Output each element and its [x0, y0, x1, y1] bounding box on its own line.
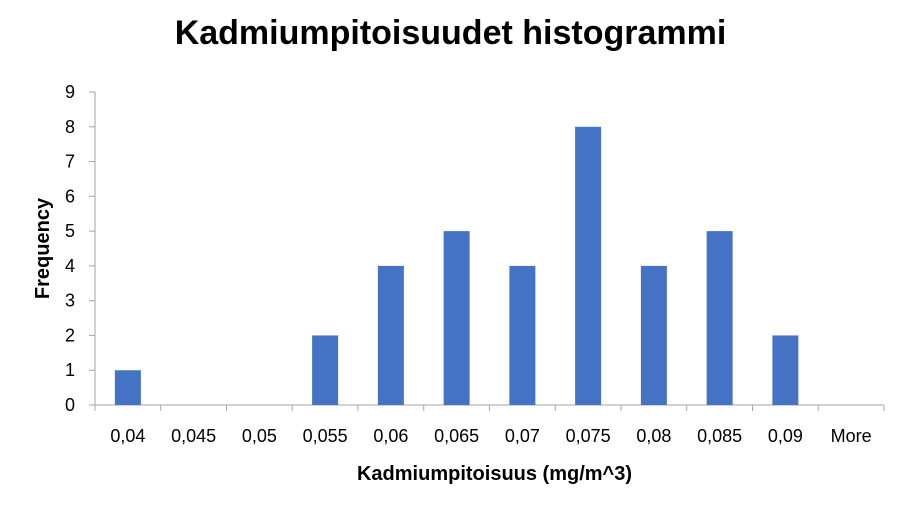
- y-tick-label: 4: [65, 256, 75, 276]
- x-tick-label: 0,085: [697, 426, 742, 446]
- bar: [312, 335, 339, 405]
- y-tick-label: 7: [65, 152, 75, 172]
- bar: [114, 370, 141, 405]
- bar: [772, 335, 799, 405]
- bars: [114, 126, 799, 406]
- x-tick-label: 0,045: [171, 426, 216, 446]
- bar: [575, 126, 602, 406]
- y-tick-label: 5: [65, 221, 75, 241]
- y-axis-title: Frequency: [32, 197, 54, 299]
- x-tick-label: 0,09: [768, 426, 803, 446]
- y-tick-label: 1: [65, 360, 75, 380]
- x-tick-label: 0,08: [636, 426, 671, 446]
- x-tick-label: More: [831, 426, 872, 446]
- bar: [377, 265, 404, 405]
- x-tick-label: 0,055: [303, 426, 348, 446]
- bar: [640, 265, 667, 405]
- x-tick-label: 0,07: [505, 426, 540, 446]
- y-tick-label: 9: [65, 82, 75, 102]
- y-tick-label: 3: [65, 291, 75, 311]
- bar: [706, 231, 733, 405]
- chart-title: Kadmiumpitoisuudet histogrammi: [174, 14, 727, 52]
- bar: [509, 265, 536, 405]
- y-tick-label: 0: [65, 395, 75, 415]
- x-tick-label: 0,065: [434, 426, 479, 446]
- x-tick-label: 0,075: [566, 426, 611, 446]
- x-axis: 0,04 0,045 0,05 0,055 0,06 0,065 0,07 0,075 0,08…: [94, 404, 885, 446]
- x-tick-label: 0,04: [110, 426, 145, 446]
- y-tick-label: 2: [65, 325, 75, 345]
- bar: [443, 231, 470, 405]
- y-tick-label: 8: [65, 117, 75, 137]
- x-axis-title: Kadmiumpitoisuus (mg/m^3): [357, 463, 632, 485]
- x-tick-label: 0,05: [242, 426, 277, 446]
- y-axis: 0 1 2 3 4 5 6 7 8 9: [65, 82, 96, 415]
- y-tick-label: 6: [65, 186, 75, 206]
- x-tick-label: 0,06: [373, 426, 408, 446]
